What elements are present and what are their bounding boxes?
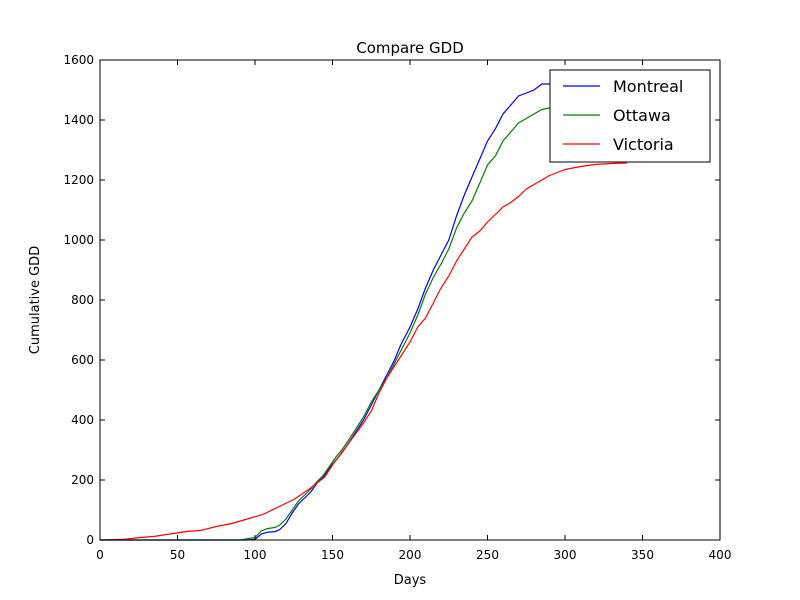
y-tick-label: 800 [71, 293, 94, 307]
legend: Montreal Ottawa Victoria [549, 69, 711, 163]
y-tick-label: 1400 [63, 113, 94, 127]
series-layer [99, 83, 628, 541]
legend-label-victoria: Victoria [613, 135, 674, 154]
ticks-layer: 0 50 100 150 200 250 300 350 400 0 200 400 600 800 100… [63, 53, 731, 562]
x-tick-label: 50 [170, 548, 185, 562]
x-tick-label: 250 [476, 548, 499, 562]
legend-box [549, 69, 711, 163]
x-tick-label: 150 [321, 548, 344, 562]
y-tick-label: 600 [71, 353, 94, 367]
y-tick-label: 0 [86, 533, 94, 547]
series-line-victoria [99, 162, 628, 541]
y-tick-label: 1200 [63, 173, 94, 187]
y-tick-label: 400 [71, 413, 94, 427]
x-tick-label: 400 [709, 548, 732, 562]
x-tick-label: 350 [631, 548, 654, 562]
x-tick-label: 0 [96, 548, 104, 562]
legend-label-montreal: Montreal [613, 77, 683, 96]
x-tick-label: 100 [244, 548, 267, 562]
chart-title: Compare GDD [356, 39, 464, 57]
y-tick-label: 1000 [63, 233, 94, 247]
series-line-ottawa [100, 107, 550, 541]
legend-label-ottawa: Ottawa [613, 106, 671, 125]
y-tick-label: 200 [71, 473, 94, 487]
x-axis-label: Days [394, 573, 427, 588]
x-tick-label: 200 [399, 548, 422, 562]
y-axis-label: Cumulative GDD [28, 246, 43, 354]
y-tick-label: 1600 [63, 53, 94, 67]
series-line-montreal [100, 83, 550, 541]
x-tick-label: 300 [554, 548, 577, 562]
